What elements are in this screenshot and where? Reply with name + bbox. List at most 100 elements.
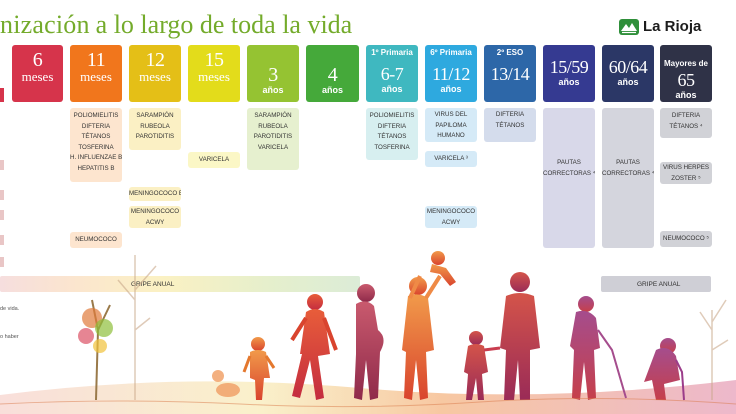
age-number: 6: [32, 49, 43, 71]
vaccine-name: RUBEOLA: [258, 122, 288, 130]
left-edge-tab: [0, 210, 4, 220]
vaccine-name: TÉTANOS: [377, 133, 407, 140]
age-11-meses: 11 meses: [70, 45, 122, 102]
vaccine-varicela-11-12-anos: VARICELA ³: [425, 151, 477, 167]
vaccine-neumococo-65-anos: NEUMOCOCO ⁵: [660, 231, 712, 247]
vaccine-neumococo-11-meses: NEUMOCOCO: [70, 232, 122, 248]
girl-figure: [290, 294, 338, 400]
age-number: 3: [268, 64, 278, 86]
vaccine-name: POLIOMIELITIS: [73, 112, 119, 119]
vaccines-11-12-anos: VIRUS DEL PAPILOMA HUMANO: [425, 108, 477, 142]
vaccine-name: H. INFLUENZAE b: [70, 154, 122, 161]
vaccine-name: PAROTIDITIS: [253, 133, 293, 140]
vaccine-name: NEUMOCOCO: [75, 236, 117, 243]
ground-haze: [0, 380, 736, 414]
vaccines-6-7-anos: POLIOMIELITIS DIFTERIA TÉTANOS TOSFERINA: [366, 108, 418, 160]
vaccine-name: HEPATITIS B: [77, 164, 115, 172]
vaccine-name: TOSFERINA: [78, 143, 114, 151]
title-part-2: a lo largo de toda la vida: [95, 10, 353, 39]
age-number: 13/14: [490, 64, 530, 84]
title-part-1: nización: [0, 10, 90, 39]
baby-figure: [212, 370, 240, 397]
tree-right: [699, 299, 729, 400]
age-unit: meses: [21, 69, 54, 84]
age-number: 12: [145, 49, 166, 71]
vaccine-name: TÉTANOS: [81, 133, 111, 140]
vaccines-11-meses: POLIOMIELITIS DIFTERIA TÉTANOS TOSFERINA…: [70, 108, 122, 182]
vaccine-name: ACWY: [441, 218, 461, 226]
age-unit: años: [321, 85, 343, 95]
page-title: nización a lo largo de toda la vida: [0, 10, 352, 40]
vaccines-3-anos: SARAMPIÓN RUBEOLA PAROTIDITIS VARICELA: [247, 108, 299, 170]
age-school-level: 1º Primaria: [371, 48, 413, 57]
man-figure: [500, 272, 540, 400]
vaccine-name: PAPILOMA: [435, 121, 467, 129]
tree-left: [78, 299, 113, 401]
logo-text: La Rioja: [643, 18, 702, 35]
left-edge-tab: [0, 235, 4, 245]
age-3-anos: 3 años: [247, 45, 299, 102]
vaccine-name: DIFTERIA: [495, 111, 525, 118]
vaccines-65-anos: DIFTERIA TÉTANOS ⁴: [660, 108, 712, 138]
age-11-12-anos: 6º Primaria 11/12 años: [425, 45, 477, 102]
vaccine-name: MENINGOCOCO: [426, 208, 476, 215]
vaccine-name: ACWY: [145, 218, 165, 226]
vaccine-name: MENINGOCOCO B: [129, 190, 181, 197]
age-number: 11/12: [432, 64, 470, 84]
vaccine-name: VARICELA: [198, 156, 230, 163]
toddler-figure: [242, 337, 276, 400]
age-number: 15: [204, 49, 225, 71]
gripe-anual-label: GRIPE ANUAL: [637, 281, 681, 288]
age-school-level: 6º Primaria: [430, 48, 472, 57]
age-number: 11: [86, 49, 106, 71]
age-unit: meses: [198, 69, 230, 84]
vaccine-name: CORRECTORAS ⁴: [543, 169, 595, 177]
gripe-anual-band-children: [0, 276, 360, 292]
elderly-woman-figure: [644, 338, 685, 401]
vaccine-varicela-15-meses: VARICELA: [188, 152, 240, 168]
footnote-fragment: o haber: [0, 334, 19, 340]
left-edge-tab: [0, 190, 4, 200]
pautas-correctoras-15-59: PAUTAS CORRECTORAS ⁴: [543, 108, 595, 248]
gripe-anual-band-adults: [601, 276, 711, 292]
vaccine-meningococo-acwy-12-meses: MENINGOCOCO ACWY: [129, 206, 181, 228]
age-number: 65: [677, 70, 696, 90]
vaccine-name: VIRUS HERPES: [662, 164, 710, 171]
age-unit: meses: [80, 69, 112, 84]
vaccine-name: CORRECTORAS ⁴: [602, 169, 654, 177]
vaccine-name: TÉTANOS ⁴: [669, 122, 703, 130]
age-unit: años: [558, 77, 580, 87]
vaccine-name: RUBEOLA: [140, 122, 170, 130]
age-number: 6-7: [380, 64, 404, 84]
vaccine-meningococo-b: MENINGOCOCO B: [129, 187, 181, 201]
age-school-level: Mayores de: [663, 59, 709, 68]
la-rioja-logo[interactable]: La Rioja: [619, 18, 701, 35]
age-unit: años: [440, 84, 462, 94]
vaccine-name: SARAMPIÓN: [254, 112, 292, 119]
woman-lifting-child-figure: [402, 251, 456, 400]
age-unit: meses: [139, 69, 171, 84]
age-65-anos: Mayores de 65 años: [660, 45, 712, 102]
vaccine-name: TOSFERINA: [374, 143, 410, 151]
age-unit: años: [617, 77, 639, 87]
left-edge-tab: [0, 160, 4, 170]
footnote-fragment: de vida.: [0, 306, 20, 312]
age-6-7-anos: 1º Primaria 6-7 años: [366, 45, 418, 102]
vaccine-herpes-zoster: VIRUS HERPES ZOSTER ⁵: [660, 162, 712, 184]
vaccine-name: PAUTAS: [557, 159, 581, 166]
age-6-meses: 6 meses: [12, 45, 63, 102]
child-figure: [464, 331, 501, 400]
age-15-59-anos: 15/59 años: [543, 45, 595, 102]
vaccine-name: TÉTANOS: [495, 121, 525, 129]
elderly-man-figure: [570, 296, 627, 400]
age-unit: años: [381, 84, 403, 94]
vaccine-name: HUMANO: [437, 132, 465, 139]
vaccine-name: NEUMOCOCO ⁵: [663, 235, 709, 242]
age-number: 60/64: [608, 57, 648, 77]
tree-sketch: [117, 255, 157, 400]
age-13-14-anos: 2º ESO 13/14: [484, 45, 536, 102]
left-edge-tab: [0, 88, 4, 102]
vaccine-name: PAUTAS: [616, 159, 640, 166]
